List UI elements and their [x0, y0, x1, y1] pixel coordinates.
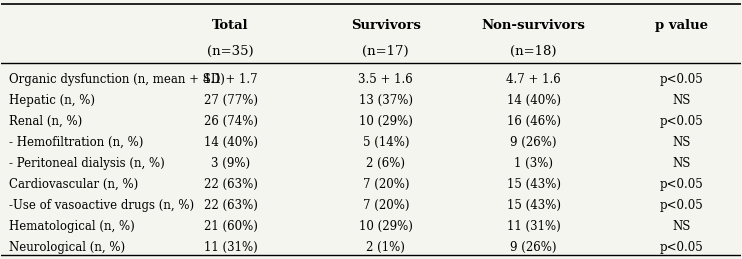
Text: Neurological (n, %): Neurological (n, %): [9, 241, 125, 254]
Text: 7 (20%): 7 (20%): [363, 199, 409, 212]
Text: 22 (63%): 22 (63%): [203, 178, 257, 191]
Text: 16 (46%): 16 (46%): [507, 115, 561, 128]
Text: NS: NS: [672, 220, 691, 233]
Text: p<0.05: p<0.05: [660, 178, 703, 191]
Text: 10 (29%): 10 (29%): [359, 220, 413, 233]
Text: 4.7 + 1.6: 4.7 + 1.6: [506, 73, 561, 86]
Text: 7 (20%): 7 (20%): [363, 178, 409, 191]
Text: - Peritoneal dialysis (n, %): - Peritoneal dialysis (n, %): [9, 157, 165, 170]
Text: (n=35): (n=35): [207, 45, 254, 58]
Text: Cardiovascular (n, %): Cardiovascular (n, %): [9, 178, 138, 191]
Text: 11 (31%): 11 (31%): [507, 220, 560, 233]
Text: 1 (3%): 1 (3%): [514, 157, 553, 170]
Text: (n=18): (n=18): [510, 45, 557, 58]
Text: 3.5 + 1.6: 3.5 + 1.6: [358, 73, 413, 86]
Text: Organic dysfunction (n, mean + SD): Organic dysfunction (n, mean + SD): [9, 73, 225, 86]
Text: 13 (37%): 13 (37%): [359, 94, 413, 107]
Text: 2 (1%): 2 (1%): [367, 241, 405, 254]
Text: NS: NS: [672, 157, 691, 170]
Text: 2 (6%): 2 (6%): [367, 157, 405, 170]
Text: 5 (14%): 5 (14%): [363, 136, 409, 149]
Text: p<0.05: p<0.05: [660, 199, 703, 212]
Text: NS: NS: [672, 136, 691, 149]
Text: Non-survivors: Non-survivors: [482, 19, 585, 32]
Text: Hematological (n, %): Hematological (n, %): [9, 220, 134, 233]
Text: 27 (77%): 27 (77%): [203, 94, 257, 107]
Text: 15 (43%): 15 (43%): [507, 199, 561, 212]
Text: 4.1 + 1.7: 4.1 + 1.7: [203, 73, 258, 86]
Text: p<0.05: p<0.05: [660, 115, 703, 128]
Text: 26 (74%): 26 (74%): [203, 115, 257, 128]
Text: - Hemofiltration (n, %): - Hemofiltration (n, %): [9, 136, 143, 149]
Text: 21 (60%): 21 (60%): [203, 220, 257, 233]
Text: Survivors: Survivors: [351, 19, 421, 32]
Text: 22 (63%): 22 (63%): [203, 199, 257, 212]
Text: 10 (29%): 10 (29%): [359, 115, 413, 128]
Text: p value: p value: [655, 19, 708, 32]
Text: 14 (40%): 14 (40%): [507, 94, 561, 107]
Text: 9 (26%): 9 (26%): [510, 136, 557, 149]
Text: 15 (43%): 15 (43%): [507, 178, 561, 191]
Text: p<0.05: p<0.05: [660, 73, 703, 86]
Text: 11 (31%): 11 (31%): [203, 241, 257, 254]
Text: p<0.05: p<0.05: [660, 241, 703, 254]
Text: 14 (40%): 14 (40%): [203, 136, 257, 149]
Text: Total: Total: [212, 19, 249, 32]
Text: NS: NS: [672, 94, 691, 107]
Text: 9 (26%): 9 (26%): [510, 241, 557, 254]
Text: -Use of vasoactive drugs (n, %): -Use of vasoactive drugs (n, %): [9, 199, 194, 212]
Text: Hepatic (n, %): Hepatic (n, %): [9, 94, 95, 107]
Text: (n=17): (n=17): [363, 45, 409, 58]
Text: 3 (9%): 3 (9%): [211, 157, 250, 170]
Text: Renal (n, %): Renal (n, %): [9, 115, 82, 128]
